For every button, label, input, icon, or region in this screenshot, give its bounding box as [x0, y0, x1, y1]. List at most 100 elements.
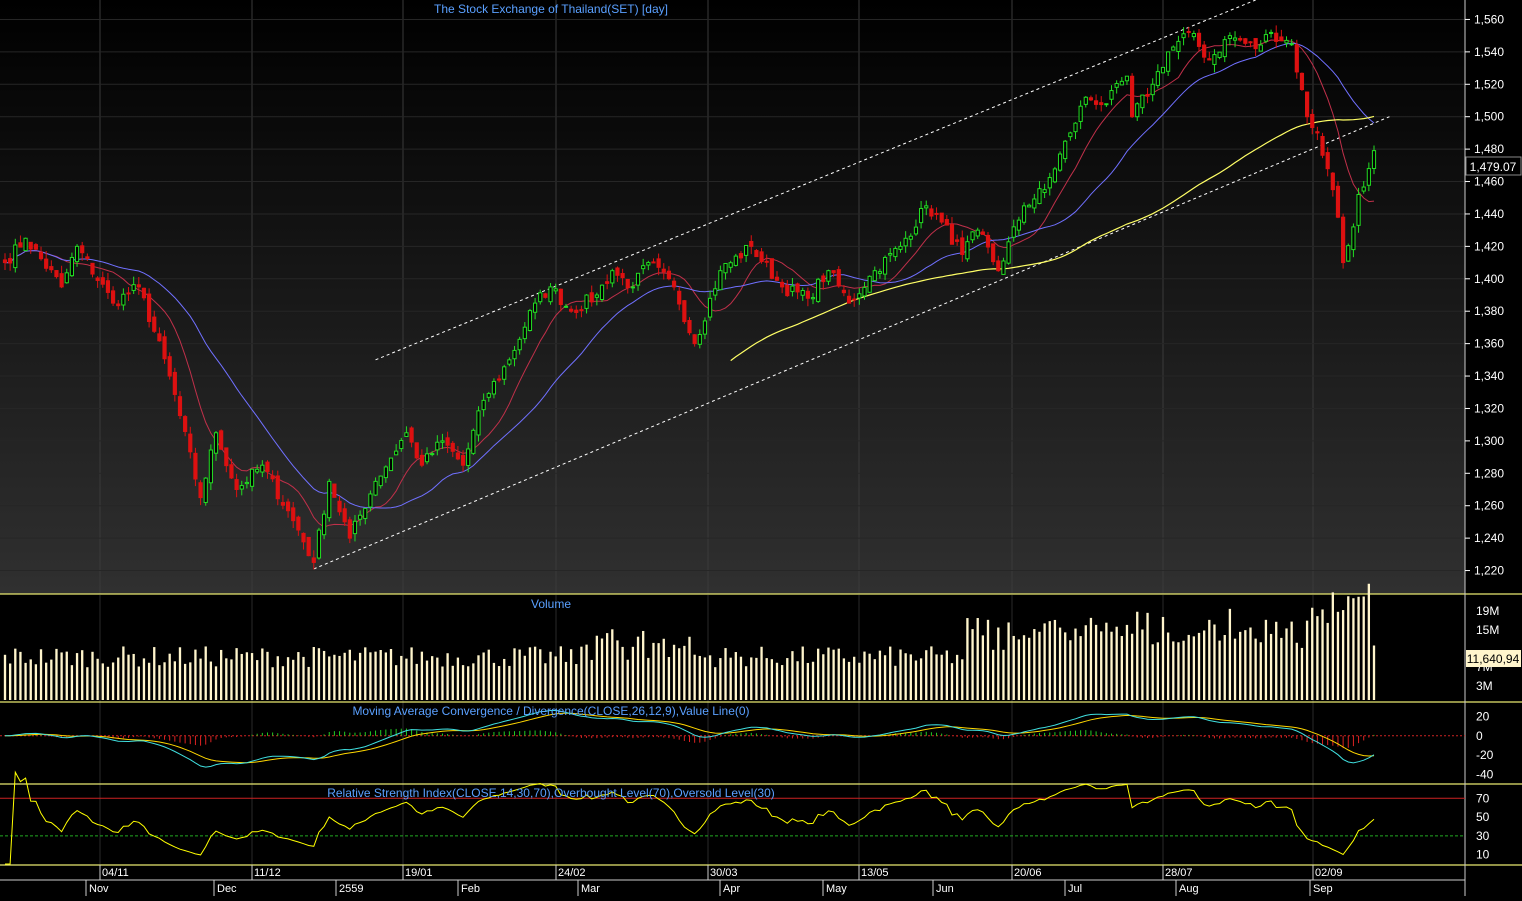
- volume-bar: [256, 660, 259, 700]
- volume-bar: [358, 652, 362, 700]
- candle-down: [569, 308, 574, 312]
- candle-down: [666, 270, 672, 280]
- volume-bar: [801, 646, 804, 700]
- volume-bar: [1048, 621, 1051, 700]
- volume-bar: [930, 646, 933, 700]
- volume-bar: [863, 651, 866, 700]
- volume-bar: [1326, 622, 1329, 700]
- candle-down: [18, 242, 23, 248]
- volume-bar: [827, 647, 830, 700]
- volume-bar: [91, 651, 94, 700]
- volume-bar: [379, 650, 382, 700]
- candle-down: [167, 356, 172, 377]
- volume-bar: [482, 652, 485, 700]
- candle-up: [1356, 194, 1361, 226]
- candle-down: [1099, 102, 1104, 106]
- last-price-label: 1,479.07: [1470, 160, 1517, 174]
- volume-bar: [1022, 635, 1026, 700]
- macd-signal-line: [5, 712, 1375, 764]
- candle-up: [872, 270, 877, 282]
- volume-bar: [3, 654, 7, 700]
- candle-down: [836, 269, 841, 287]
- candle-up: [857, 293, 862, 299]
- candle-down: [764, 260, 769, 263]
- volume-bar: [575, 664, 578, 700]
- candle-down: [301, 532, 306, 543]
- volume-bar: [605, 633, 609, 700]
- candle-up: [1160, 66, 1166, 74]
- candle-down: [944, 219, 949, 226]
- volume-bar: [122, 646, 125, 700]
- volume-tick-label: 3M: [1476, 679, 1493, 693]
- volume-bar: [8, 663, 12, 700]
- volume-bar: [487, 649, 490, 700]
- volume-bar: [647, 657, 650, 700]
- volume-bar: [719, 658, 722, 700]
- candle-up: [867, 275, 872, 293]
- volume-bar: [189, 662, 192, 700]
- volume-bar: [971, 629, 974, 700]
- candle-up: [358, 514, 363, 520]
- candle-down: [172, 371, 177, 395]
- candle-down: [615, 267, 620, 276]
- candle-up: [383, 466, 388, 479]
- volume-bar: [652, 642, 655, 700]
- volume-bar: [405, 658, 408, 700]
- volume-bar: [554, 656, 557, 700]
- volume-bar: [1280, 637, 1283, 700]
- sma-mid-line: [4, 42, 1375, 509]
- price-tick-label: 1,540: [1474, 45, 1504, 59]
- candle-up: [1027, 204, 1032, 208]
- candle-up: [239, 485, 244, 490]
- volume-bar: [811, 661, 815, 700]
- volume-bar: [461, 665, 465, 700]
- price-tick-label: 1,220: [1474, 564, 1504, 578]
- candle-down: [33, 244, 38, 250]
- date-label: 19/01: [405, 867, 433, 879]
- candle-up: [1212, 54, 1217, 65]
- candle-down: [1341, 216, 1346, 264]
- volume-bar: [909, 654, 912, 700]
- candle-down: [198, 482, 203, 499]
- volume-bar: [132, 653, 135, 700]
- volume-bar: [1064, 632, 1067, 700]
- volume-bar: [384, 652, 388, 700]
- volume-bar: [750, 657, 753, 700]
- candle-down: [671, 280, 677, 288]
- candle-up: [1068, 132, 1073, 138]
- month-label: Apr: [723, 883, 740, 895]
- volume-bar: [1002, 649, 1005, 700]
- volume-bar: [1259, 642, 1262, 700]
- candle-down: [332, 483, 337, 498]
- volume-bar: [868, 653, 871, 700]
- month-label: Feb: [461, 883, 480, 895]
- price-tick-label: 1,480: [1474, 142, 1504, 156]
- volume-bar: [1208, 619, 1211, 700]
- volume-bar: [204, 646, 207, 700]
- volume-bar: [770, 659, 774, 700]
- volume-bar: [1120, 636, 1123, 700]
- volume-bar: [503, 658, 506, 700]
- month-label: Sep: [1313, 883, 1333, 895]
- volume-bar: [1316, 616, 1319, 700]
- volume-bar: [1290, 621, 1293, 700]
- candle-up: [599, 284, 605, 300]
- candle-up: [816, 278, 821, 302]
- candle-up: [388, 457, 394, 472]
- volume-bar: [214, 666, 218, 700]
- volume-bar: [219, 649, 223, 700]
- volume-bar: [1331, 592, 1334, 700]
- volume-bar: [1058, 627, 1062, 700]
- candle-up: [635, 272, 641, 286]
- volume-bar: [1043, 623, 1046, 700]
- volume-bar: [791, 651, 794, 700]
- volume-bar: [374, 651, 377, 700]
- volume-bar: [611, 629, 614, 700]
- candle-down: [100, 277, 105, 285]
- candle-up: [533, 302, 538, 313]
- macd-tick-label: -20: [1476, 748, 1494, 762]
- volume-bar: [1275, 621, 1278, 700]
- candle-up: [1001, 260, 1006, 275]
- volume-bar: [518, 649, 521, 700]
